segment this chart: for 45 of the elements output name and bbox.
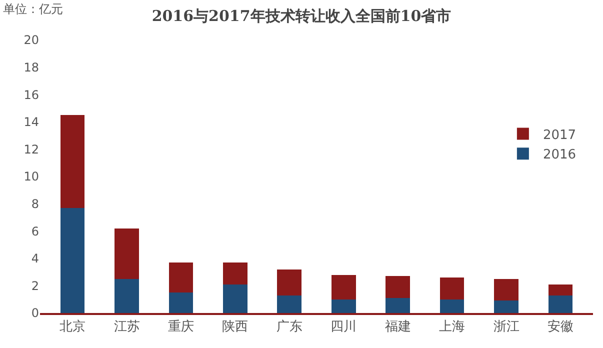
bar (114, 278, 139, 313)
x-tick-label: 广东 (276, 320, 302, 335)
bar (548, 295, 573, 313)
bar (386, 298, 410, 313)
bar (60, 208, 85, 313)
y-tick-label: 6 (31, 224, 39, 238)
bar (548, 284, 573, 296)
x-tick-label: 江苏 (114, 320, 140, 335)
bar (386, 276, 410, 298)
x-tick-label: 安徽 (547, 318, 574, 335)
y-tick-label: 16 (24, 88, 39, 102)
chart-title: 2016与2017年技术转让收入全国前10省市 (152, 6, 452, 25)
x-tick-label: 四川 (330, 320, 357, 335)
x-tick-label: 陕西 (222, 320, 248, 335)
legend-label: 2017 (542, 128, 576, 143)
y-tick-label: 20 (24, 33, 39, 48)
text: 单位：亿元 (3, 2, 63, 16)
y-tick-label: 18 (24, 60, 39, 74)
bar (494, 300, 518, 313)
bar (168, 262, 194, 293)
bar (60, 115, 85, 208)
x-tick-label: 北京 (60, 320, 86, 335)
bar (494, 278, 518, 301)
bar (168, 292, 194, 313)
bar (440, 299, 464, 313)
y-tick-label: 2 (31, 278, 39, 293)
x-tick-label: 浙江 (493, 320, 520, 335)
y-tick-label: 0 (31, 306, 39, 320)
x-tick-label: 上海 (439, 320, 466, 335)
y-tick-label: 14 (24, 115, 39, 130)
y-tick-label: 8 (31, 197, 39, 211)
bar (222, 262, 248, 284)
bar (277, 269, 302, 296)
y-tick-label: 12 (24, 142, 39, 156)
y-tick-label: 10 (24, 170, 39, 184)
bar (331, 274, 356, 300)
legend-label: 2016 (542, 148, 576, 163)
x-tick-label: 福建 (384, 320, 411, 335)
bar (114, 228, 139, 279)
bar (440, 278, 464, 300)
bar (331, 299, 356, 313)
bar (222, 284, 248, 313)
y-tick-label: 4 (31, 252, 39, 266)
bar (277, 295, 302, 313)
x-tick-label: 重庆 (168, 320, 194, 335)
